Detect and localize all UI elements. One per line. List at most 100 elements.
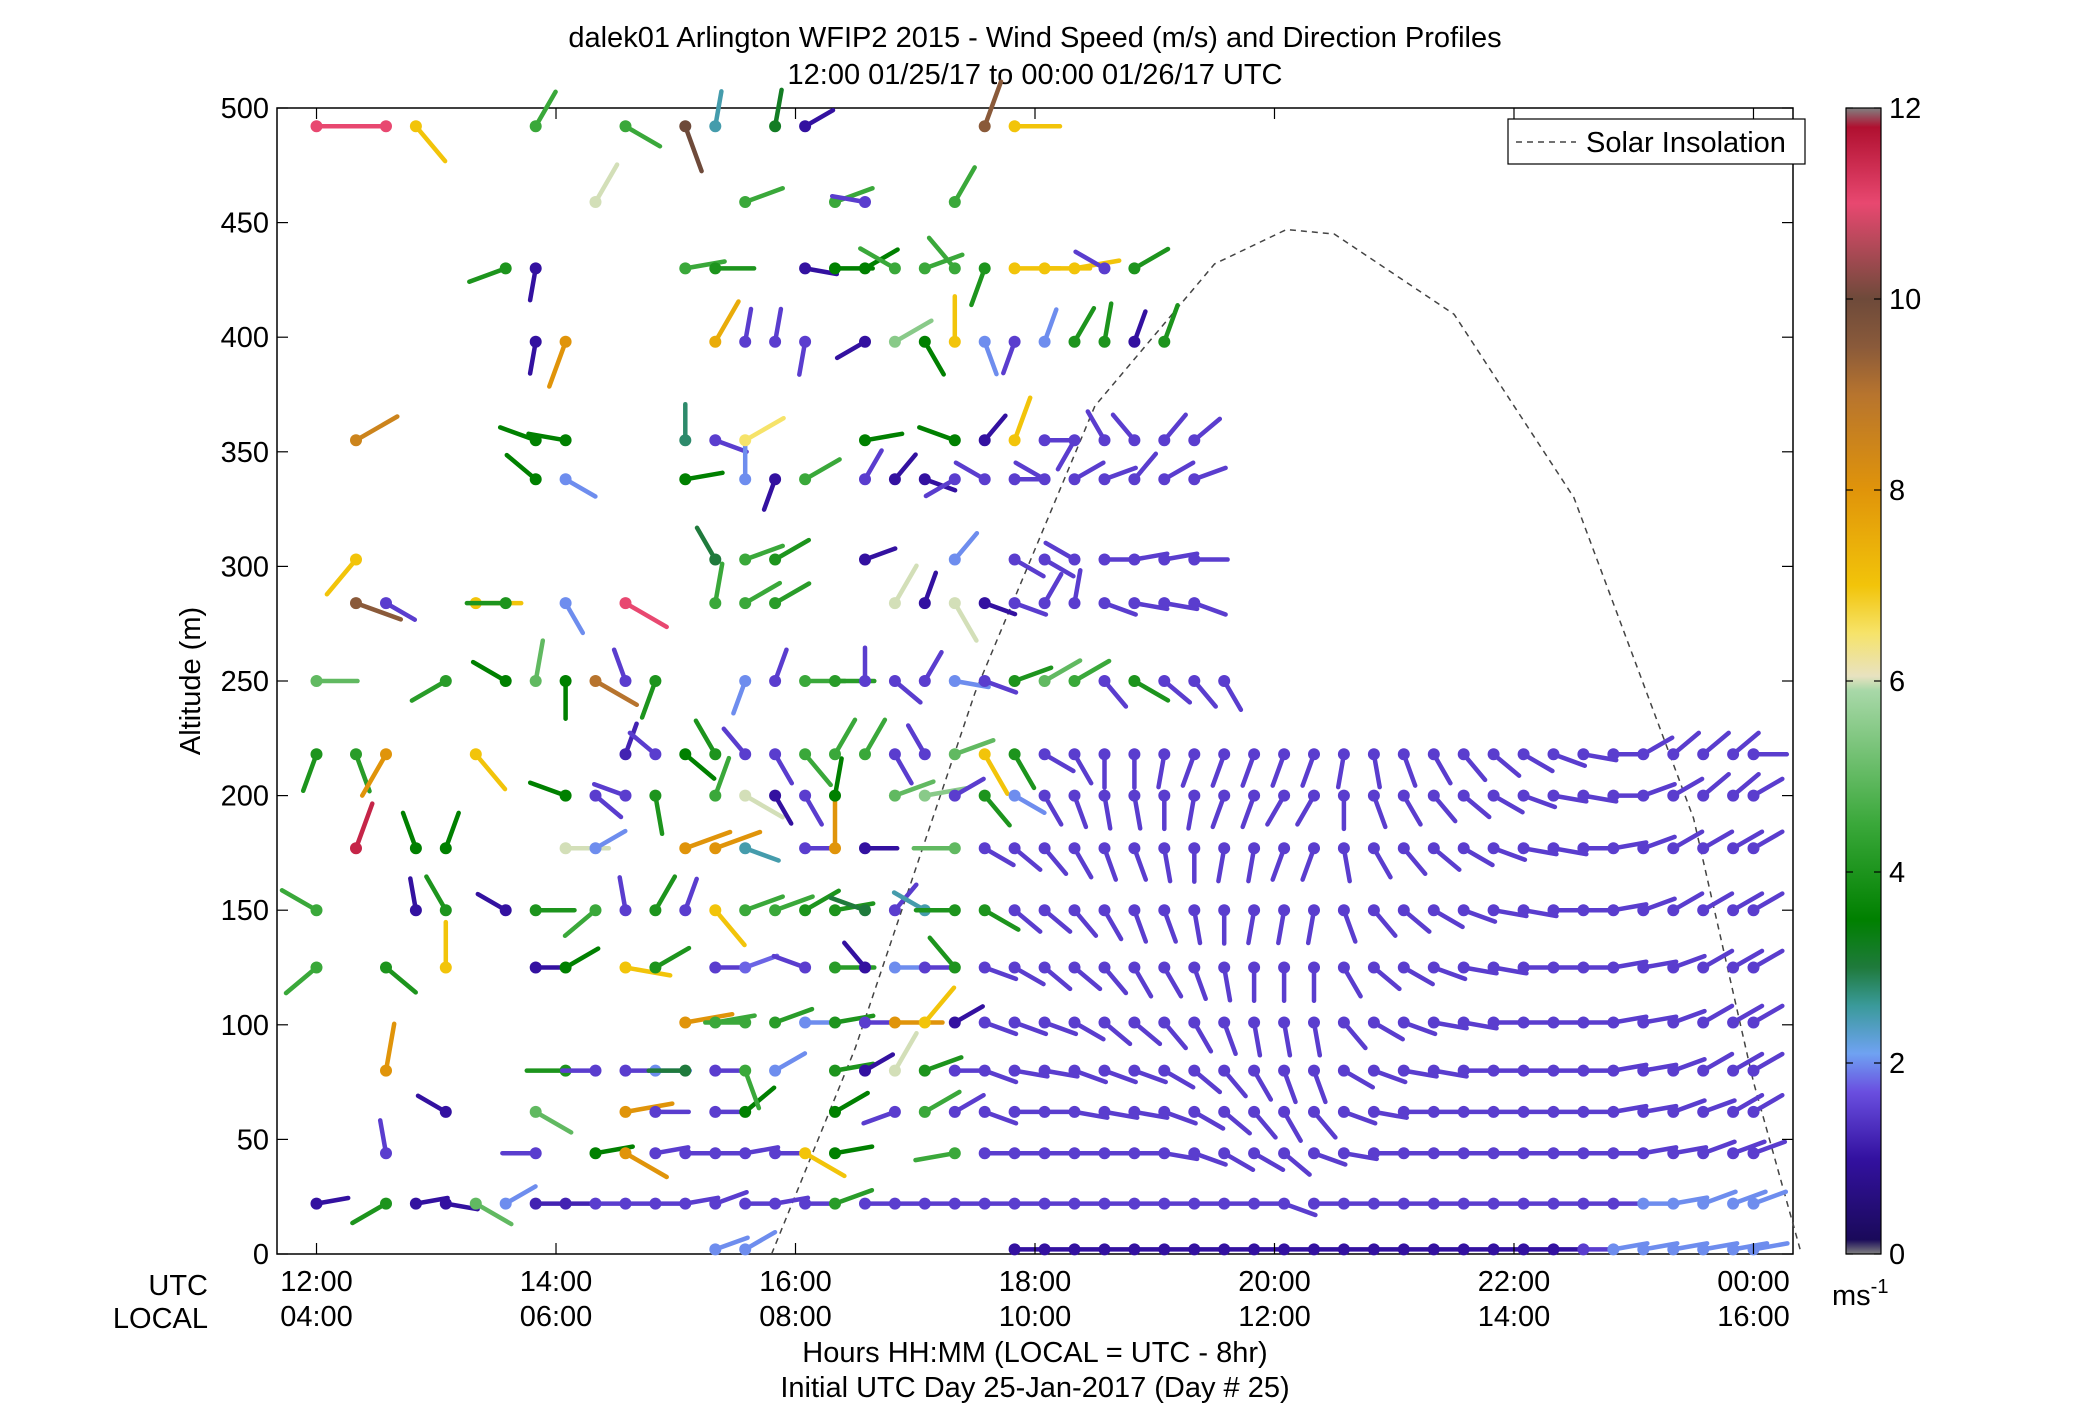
x-tick-label-local: 12:00: [1238, 1301, 1311, 1333]
wind-barb: [859, 546, 898, 566]
x-tick-label-utc: 16:00: [759, 1266, 832, 1298]
wind-barb: [978, 748, 1010, 796]
wind-barb: [611, 647, 632, 687]
y-tick-label: 400: [221, 322, 269, 354]
wind-barb: [709, 755, 732, 802]
wind-barb: [589, 162, 620, 208]
wind-barb: [1068, 789, 1089, 830]
wind-barb: [842, 940, 871, 974]
x-tick-label-local: 10:00: [999, 1301, 1072, 1333]
wind-barb: [559, 1064, 602, 1077]
wind-barb: [913, 904, 961, 917]
wind-barb: [1727, 1189, 1768, 1210]
wind-barb: [739, 1064, 762, 1111]
wind-barb: [978, 1105, 1019, 1126]
y-tick-label: 300: [221, 551, 269, 583]
colorbar-unit-base: ms: [1832, 1280, 1871, 1312]
wind-barb: [1188, 416, 1223, 447]
solar-insolation-curve: [770, 228, 1803, 1255]
wind-barb: [464, 597, 512, 610]
wind-barb: [504, 452, 542, 486]
wind-barb: [739, 580, 783, 610]
wind-barb: [1295, 789, 1320, 827]
wind-barb: [336, 120, 392, 133]
wind-barb: [1038, 842, 1069, 877]
wind-barb: [1128, 451, 1159, 486]
wind-barb: [1305, 904, 1320, 946]
wind-barb: [424, 874, 452, 917]
legend-box: [1507, 118, 1806, 165]
x-tick-label-utc: 18:00: [999, 1266, 1072, 1298]
wind-barb: [1278, 1016, 1293, 1058]
wind-barb: [1667, 953, 1707, 974]
wind-barb: [499, 1184, 538, 1210]
wind-barb: [1038, 961, 1073, 992]
wind-barb: [1038, 789, 1064, 827]
wind-barb: [888, 318, 934, 348]
wind-barb: [1637, 781, 1677, 802]
wind-barb: [1038, 1016, 1079, 1037]
wind-barb: [918, 649, 944, 687]
wind-barb: [1667, 776, 1705, 802]
wind-barb: [888, 452, 918, 486]
wind-barb: [769, 537, 812, 566]
wind-barb: [1697, 771, 1731, 802]
insolation-layer: [770, 228, 1803, 1255]
wind-barb: [1697, 730, 1731, 761]
wind-barb: [1128, 748, 1141, 790]
wind-barb: [1240, 789, 1261, 830]
wind-barb: [1667, 1008, 1707, 1029]
wind-barb: [1068, 1016, 1106, 1042]
wind-barb: [769, 87, 784, 133]
wind-barb: [1008, 395, 1033, 447]
wind-barb: [861, 1105, 901, 1126]
wind-barb: [1013, 460, 1051, 486]
x-tick-label-local: 06:00: [520, 1301, 593, 1333]
wind-barb: [918, 252, 965, 275]
wind-barb: [709, 262, 757, 275]
wind-barb: [1367, 1016, 1405, 1042]
wind-barb: [1128, 961, 1154, 999]
wind-barb: [1397, 748, 1418, 788]
wind-barb: [918, 473, 958, 493]
wind-barb: [1727, 771, 1761, 802]
wind-barb: [1367, 904, 1398, 938]
wind-barb: [978, 1016, 1019, 1037]
wind-barb: [1188, 904, 1203, 946]
wind-barb: [1156, 748, 1171, 790]
wind-barb: [721, 726, 752, 761]
wind-barb: [739, 1085, 777, 1118]
wind-barb: [1248, 1147, 1286, 1173]
wind-barb: [527, 780, 572, 802]
wind-barb: [739, 789, 785, 820]
wind-barb: [1727, 1092, 1765, 1118]
wind-barb: [769, 748, 795, 786]
wind-barb: [834, 335, 871, 361]
wind-barb: [1727, 891, 1765, 917]
utc-row-label: UTC: [148, 1270, 208, 1302]
wind-barb: [1128, 1016, 1163, 1047]
wind-barb: [529, 638, 546, 687]
wind-barb: [589, 675, 640, 708]
wind-barb: [888, 675, 923, 705]
wind-barb: [1110, 412, 1141, 447]
x-tick-label-utc: 00:00: [1717, 1266, 1790, 1298]
wind-barb: [562, 904, 602, 939]
wind-barb: [1337, 961, 1363, 999]
wind-barb: [918, 786, 969, 802]
wind-barb: [1001, 335, 1021, 376]
wind-barb: [1098, 789, 1113, 831]
wind-barb: [649, 874, 678, 917]
wind-barb: [1188, 553, 1230, 566]
wind-barb: [703, 1016, 752, 1029]
wind-barb: [1008, 665, 1054, 687]
wind-barb: [529, 904, 577, 917]
wind-barb: [769, 581, 812, 610]
wind-barb: [1727, 1003, 1765, 1029]
wind-barb: [969, 262, 991, 308]
wind-barb: [918, 1055, 964, 1077]
wind-barb: [1337, 789, 1350, 832]
wind-barb: [1158, 675, 1193, 705]
wind-barb: [1073, 249, 1111, 275]
colorbar-tick-label: 0: [1889, 1239, 1905, 1271]
